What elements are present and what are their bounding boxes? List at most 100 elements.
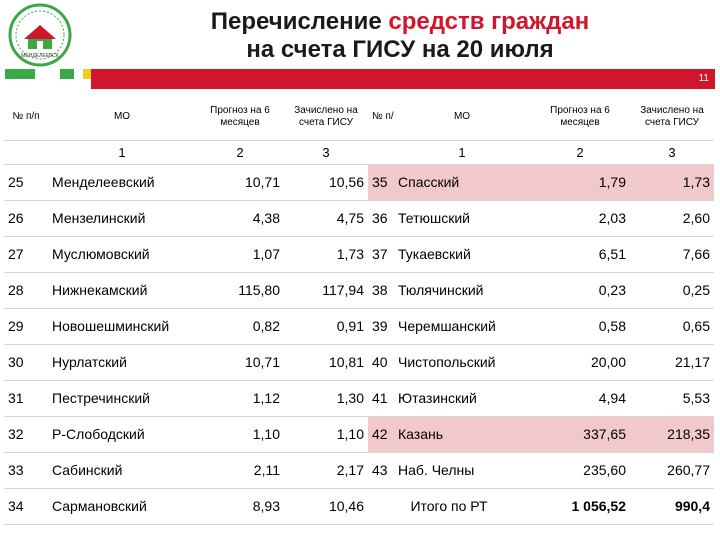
table-row: 32 Р-Слободский 1,10 1,10 42 Казань 337,… (4, 416, 714, 453)
forecast-value: 337,65 (530, 416, 630, 453)
credited-value: 1,73 (630, 164, 714, 201)
forecast-value: 1,12 (196, 380, 284, 417)
table-row: 34 Сармановский 8,93 10,46 Итого по РТ 1… (4, 488, 714, 525)
row-number: 36 (368, 200, 394, 237)
index-credited-right: 3 (630, 140, 714, 165)
title-line2: на счета ГИСУ на 20 июля (246, 36, 554, 63)
credited-value: 1,10 (284, 416, 368, 453)
row-number: 26 (4, 200, 48, 237)
credited-value: 0,65 (630, 308, 714, 345)
total-forecast-value: 1 056,52 (530, 488, 630, 525)
row-number: 35 (368, 164, 394, 201)
header-mo-right: МО (394, 94, 530, 141)
row-number: 32 (4, 416, 48, 453)
municipality-name: Р-Слободский (48, 416, 196, 453)
index-mo-right: 1 (394, 140, 530, 165)
forecast-value: 6,51 (530, 236, 630, 273)
forecast-value: 235,60 (530, 452, 630, 489)
forecast-value: 0,82 (196, 308, 284, 345)
header-row: № п/п МО Прогноз на 6 месяцев Зачислено … (4, 94, 714, 141)
decorative-stripe (5, 69, 716, 79)
table-row: 30 Нурлатский 10,71 10,81 40 Чистопольск… (4, 344, 714, 381)
credited-value: 2,17 (284, 452, 368, 489)
header-num: № п/п (4, 94, 48, 141)
forecast-value: 0,23 (530, 272, 630, 309)
header-credited-right: Зачислено на счета ГИСУ (630, 94, 714, 141)
municipality-name: Менделеевский (48, 164, 196, 201)
table-row: 27 Муслюмовский 1,07 1,73 37 Тукаевский … (4, 236, 714, 273)
forecast-value: 1,10 (196, 416, 284, 453)
credited-value: 1,30 (284, 380, 368, 417)
credited-value: 4,75 (284, 200, 368, 237)
credited-value: 0,91 (284, 308, 368, 345)
table-row: 25 Менделеевский 10,71 10,56 35 Спасский… (4, 164, 714, 201)
municipality-name: Мензелинский (48, 200, 196, 237)
row-number: 30 (4, 344, 48, 381)
row-number: 25 (4, 164, 48, 201)
slide-header-bar: 11 (91, 69, 715, 89)
municipality-name: Спасский (394, 164, 530, 201)
forecast-value: 115,80 (196, 272, 284, 309)
forecast-value: 10,71 (196, 164, 284, 201)
index-forecast: 2 (196, 140, 284, 165)
row-number: 34 (4, 488, 48, 525)
table-row: 28 Нижнекамский 115,80 117,94 38 Тюлячин… (4, 272, 714, 309)
credited-value: 117,94 (284, 272, 368, 309)
row-number: 40 (368, 344, 394, 381)
credited-value: 7,66 (630, 236, 714, 273)
table-row: 26 Мензелинский 4,38 4,75 36 Тетюшский 2… (4, 200, 714, 237)
row-number: 27 (4, 236, 48, 273)
row-number: 29 (4, 308, 48, 345)
municipality-name: Тукаевский (394, 236, 530, 273)
title-highlight: средств граждан (388, 8, 590, 35)
credited-value: 5,53 (630, 380, 714, 417)
municipality-name: Ютазинский (394, 380, 530, 417)
municipality-name: Сабинский (48, 452, 196, 489)
logo-text: МЕНДЕЛЕЕВСК (21, 53, 59, 59)
slide-number: 11 (698, 73, 709, 84)
municipality-name: Тетюшский (394, 200, 530, 237)
municipality-name: Нурлатский (48, 344, 196, 381)
municipal-logo: МЕНДЕЛЕЕВСК (8, 3, 72, 67)
data-table: № п/п МО Прогноз на 6 месяцев Зачислено … (4, 94, 714, 525)
row-number: 38 (368, 272, 394, 309)
row-number: 42 (368, 416, 394, 453)
row-number: 43 (368, 452, 394, 489)
municipality-name: Муслюмовский (48, 236, 196, 273)
forecast-value: 2,11 (196, 452, 284, 489)
municipality-name: Новошешминский (48, 308, 196, 345)
row-number: 39 (368, 308, 394, 345)
table-row: 31 Пестречинский 1,12 1,30 41 Ютазинский… (4, 380, 714, 417)
forecast-value: 0,58 (530, 308, 630, 345)
credited-value: 10,81 (284, 344, 368, 381)
municipality-name: Черемшанский (394, 308, 530, 345)
header-forecast-right: Прогноз на 6 месяцев (530, 94, 630, 141)
forecast-value: 10,71 (196, 344, 284, 381)
row-number: 33 (4, 452, 48, 489)
forecast-value: 1,79 (530, 164, 630, 201)
credited-value: 10,56 (284, 164, 368, 201)
credited-value: 260,77 (630, 452, 714, 489)
row-number: 31 (4, 380, 48, 417)
forecast-value: 8,93 (196, 488, 284, 525)
credited-value: 0,25 (630, 272, 714, 309)
row-number: 28 (4, 272, 48, 309)
row-number: 41 (368, 380, 394, 417)
header-forecast: Прогноз на 6 месяцев (196, 94, 284, 141)
header-num-right: № п/п (368, 94, 394, 141)
header-mo: МО (48, 94, 196, 141)
total-label: Итого по РТ (368, 488, 530, 525)
credited-value: 21,17 (630, 344, 714, 381)
municipality-name: Казань (394, 416, 530, 453)
forecast-value: 4,94 (530, 380, 630, 417)
forecast-value: 1,07 (196, 236, 284, 273)
title-part1: Перечисление (210, 8, 389, 35)
municipality-name: Наб. Челны (394, 452, 530, 489)
credited-value: 218,35 (630, 416, 714, 453)
index-forecast-right: 2 (530, 140, 630, 165)
forecast-value: 4,38 (196, 200, 284, 237)
credited-value: 2,60 (630, 200, 714, 237)
forecast-value: 2,03 (530, 200, 630, 237)
row-number: 37 (368, 236, 394, 273)
page-title: Перечисление средств граждан на счета ГИ… (90, 8, 710, 64)
